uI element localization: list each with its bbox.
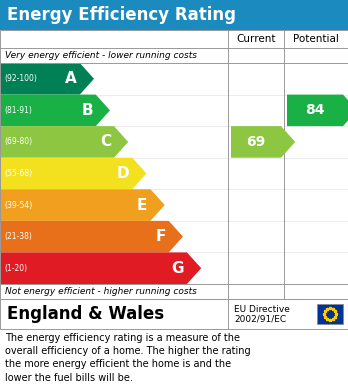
Bar: [0, 299, 348, 329]
Text: England & Wales: England & Wales: [7, 305, 164, 323]
Bar: [0, 0, 348, 30]
Text: (55-68): (55-68): [4, 169, 32, 178]
Text: (81-91): (81-91): [4, 106, 32, 115]
Polygon shape: [0, 253, 201, 284]
Polygon shape: [0, 221, 183, 253]
Text: EU Directive: EU Directive: [234, 305, 290, 314]
Text: Very energy efficient - lower running costs: Very energy efficient - lower running co…: [5, 51, 197, 60]
Text: D: D: [117, 166, 129, 181]
Polygon shape: [0, 95, 110, 126]
Polygon shape: [0, 63, 94, 95]
Polygon shape: [0, 158, 147, 189]
Polygon shape: [0, 189, 165, 221]
Text: (21-38): (21-38): [4, 232, 32, 241]
Text: Potential: Potential: [293, 34, 339, 44]
Text: F: F: [155, 229, 166, 244]
Bar: [317, 304, 343, 324]
Text: A: A: [65, 71, 77, 86]
Text: Current: Current: [236, 34, 276, 44]
Text: Not energy efficient - higher running costs: Not energy efficient - higher running co…: [5, 287, 197, 296]
Text: G: G: [172, 261, 184, 276]
Text: (92-100): (92-100): [4, 74, 37, 83]
Text: 69: 69: [246, 135, 266, 149]
Polygon shape: [287, 95, 348, 126]
Polygon shape: [231, 126, 295, 158]
Text: 84: 84: [305, 103, 325, 117]
Bar: [0, 30, 348, 299]
Text: E: E: [137, 197, 148, 213]
Text: B: B: [81, 103, 93, 118]
Text: (69-80): (69-80): [4, 137, 32, 146]
Text: The energy efficiency rating is a measure of the
overall efficiency of a home. T: The energy efficiency rating is a measur…: [5, 333, 251, 383]
Text: C: C: [100, 135, 111, 149]
Polygon shape: [0, 126, 128, 158]
Text: (39-54): (39-54): [4, 201, 32, 210]
Text: Energy Efficiency Rating: Energy Efficiency Rating: [7, 6, 236, 24]
Text: (1-20): (1-20): [4, 264, 27, 273]
Text: 2002/91/EC: 2002/91/EC: [234, 314, 286, 323]
